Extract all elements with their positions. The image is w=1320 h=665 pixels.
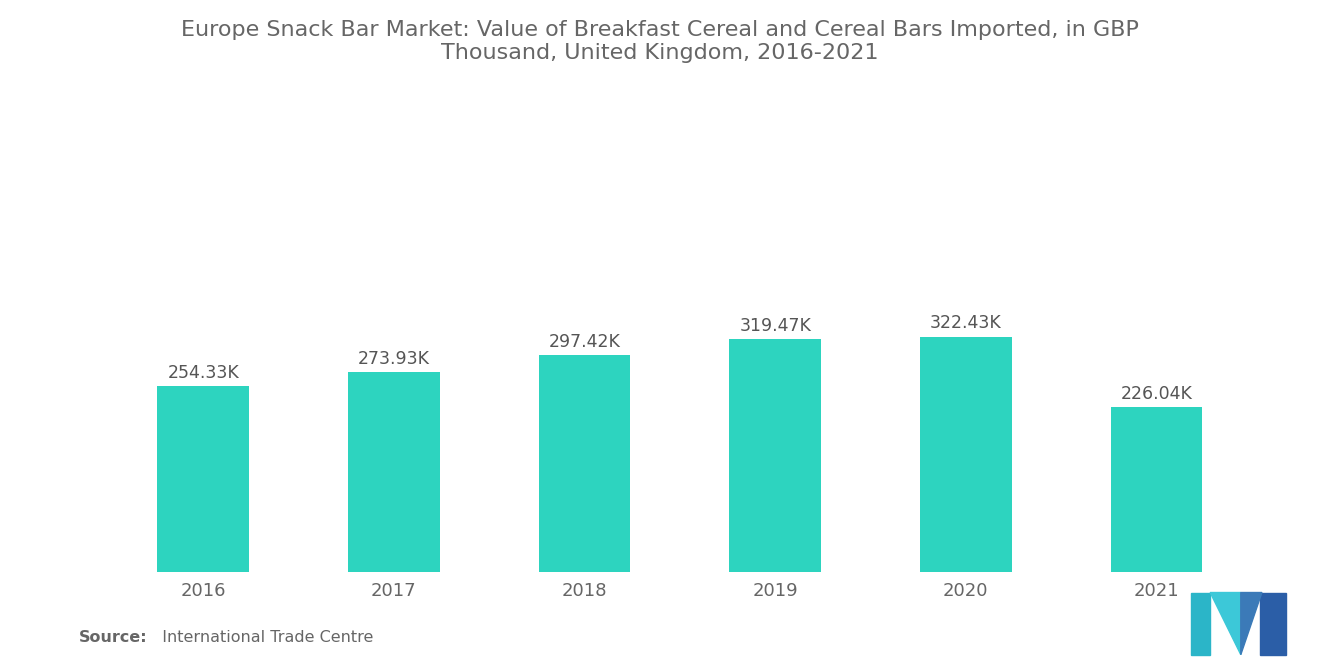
Bar [1259,593,1286,654]
Bar [539,355,630,572]
Text: 297.42K: 297.42K [549,332,620,350]
Text: International Trade Centre: International Trade Centre [152,630,374,645]
Bar [348,372,440,572]
Polygon shape [1210,593,1241,654]
Text: 226.04K: 226.04K [1121,384,1192,403]
Text: 254.33K: 254.33K [168,364,239,382]
Bar [1191,593,1210,654]
Text: Europe Snack Bar Market: Value of Breakfast Cereal and Cereal Bars Imported, in : Europe Snack Bar Market: Value of Breakf… [181,20,1139,63]
Text: 322.43K: 322.43K [929,315,1002,332]
Text: 273.93K: 273.93K [358,350,430,368]
Bar [920,336,1011,572]
Bar [1110,407,1203,572]
Bar [730,339,821,572]
Bar [157,386,249,572]
Polygon shape [1241,593,1262,654]
Text: 319.47K: 319.47K [739,317,810,334]
Text: Source:: Source: [79,630,148,645]
